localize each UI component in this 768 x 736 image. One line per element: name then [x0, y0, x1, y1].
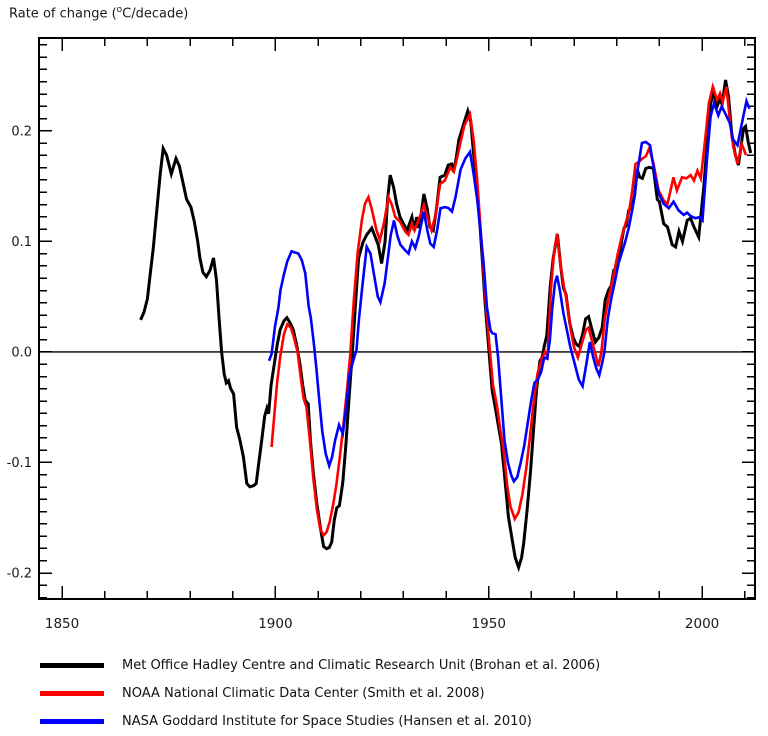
- y-tick-label--0.1: -0.1: [7, 456, 32, 471]
- met-office-swatch: [40, 662, 104, 668]
- y-tick-label-0.2: 0.2: [11, 124, 32, 139]
- y-tick-label-0.0: 0.0: [11, 345, 32, 360]
- plot-border: [38, 37, 756, 600]
- x-tick-label-1950: 1950: [472, 616, 506, 632]
- nasa-swatch: [40, 718, 104, 724]
- x-tick-label-1900: 1900: [258, 616, 292, 632]
- noaa-swatch: [40, 690, 104, 696]
- legend-row-met-office: Met Office Hadley Centre and Climatic Re…: [0, 651, 768, 679]
- nasa-giss-line: [267, 96, 751, 484]
- degree-symbol: o: [116, 5, 123, 15]
- chart-title: Rate of change (oC/decade): [9, 5, 188, 21]
- y-tick-label-0.1: 0.1: [11, 235, 32, 250]
- legend: Met Office Hadley Centre and Climatic Re…: [0, 651, 768, 735]
- chart-title-pre: Rate of change (: [9, 6, 117, 22]
- legend-row-noaa: NOAA National Climatic Data Center (Smit…: [0, 679, 768, 707]
- noaa-label: NOAA National Climatic Data Center (Smit…: [122, 685, 485, 701]
- chart-title-post: C/decade): [122, 6, 189, 22]
- chart-canvas: 1850 1900 1950 2000 -0.2 -0.1 0.0 0.1 0.2: [7, 37, 756, 632]
- y-tick-label--0.2: -0.2: [7, 567, 32, 582]
- x-tick-label-1850: 1850: [45, 616, 79, 632]
- x-tick-label-2000: 2000: [685, 616, 719, 632]
- legend-row-nasa: NASA Goddard Institute for Space Studies…: [0, 707, 768, 735]
- met-office-label: Met Office Hadley Centre and Climatic Re…: [122, 657, 601, 673]
- met-office-line: [139, 79, 753, 573]
- nasa-label: NASA Goddard Institute for Space Studies…: [122, 713, 532, 729]
